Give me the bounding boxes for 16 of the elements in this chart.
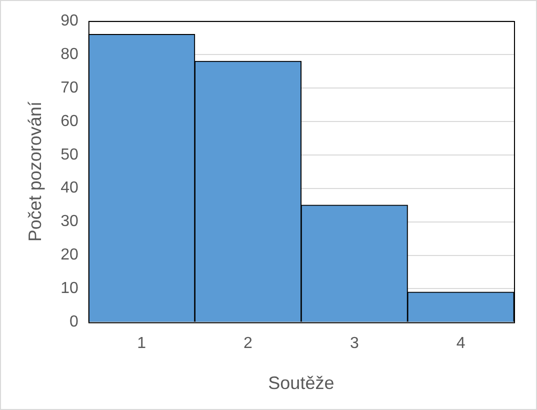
y-tick-label: 40 [60,180,78,197]
y-tick-label: 60 [60,112,78,130]
x-tick-label: 4 [456,335,466,352]
y-axis-title: Počet pozorování [24,102,45,242]
y-tick-label: 10 [60,280,78,298]
y-tick-label: 0 [69,314,78,331]
x-tick-label: 1 [137,335,146,352]
y-tick-label: 80 [60,46,78,63]
x-axis-title: Soutěže [268,373,334,394]
x-tick-label: 3 [350,335,359,352]
y-tick-label: 90 [60,12,78,30]
x-tick-label: 2 [244,335,253,352]
y-tick-label: 30 [60,213,78,230]
y-tick-label: 50 [60,146,78,164]
y-tick-label: 20 [60,246,78,264]
y-tick-label: 70 [60,79,78,96]
